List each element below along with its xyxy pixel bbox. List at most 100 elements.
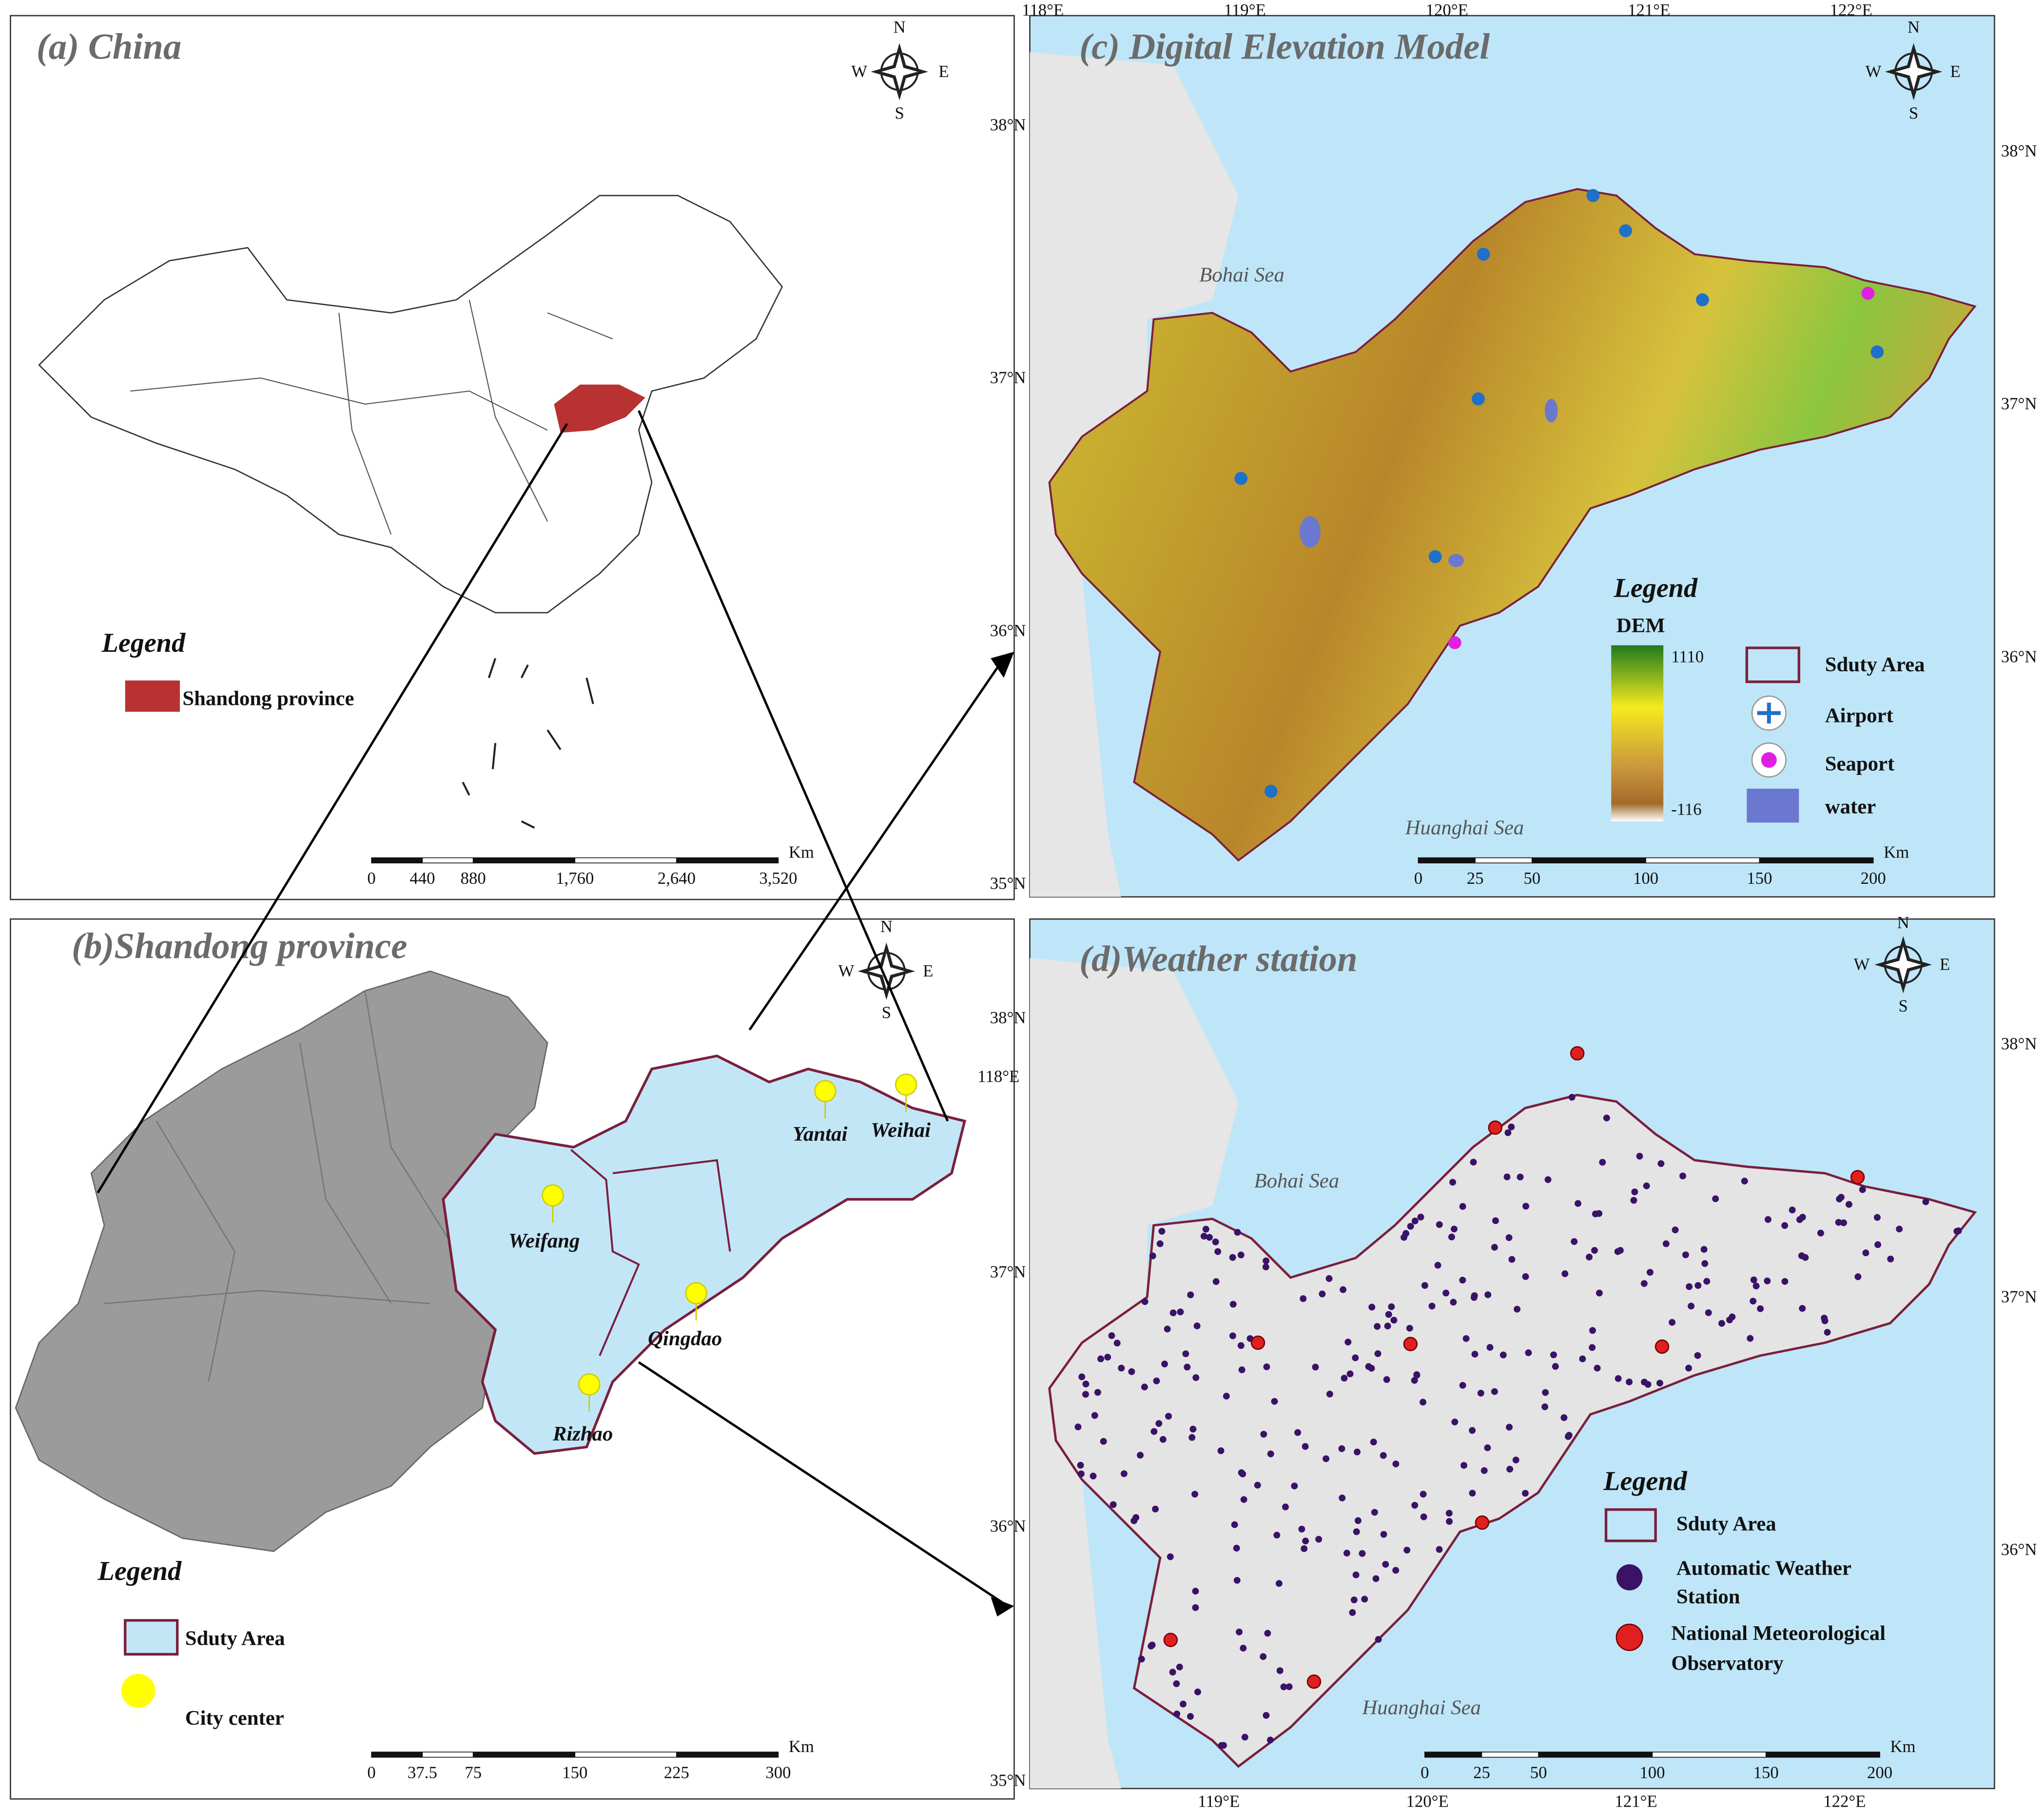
weather-station (1113, 1340, 1121, 1347)
weather-station (1835, 1219, 1842, 1226)
scale-segment (1531, 857, 1646, 864)
weather-station (1701, 1260, 1709, 1267)
lat-label: 35°N (990, 1771, 1026, 1790)
dem-colorbar (1611, 645, 1664, 821)
weather-station (1118, 1364, 1125, 1372)
lat-label: 37°N (990, 1263, 1026, 1282)
weather-station (1082, 1381, 1090, 1388)
lat-label: 36°N (2001, 1540, 2037, 1559)
scale-label: 0 (1414, 869, 1422, 888)
city-label: Yantai (793, 1123, 848, 1146)
compass-label: N (880, 917, 893, 936)
scale-label: 2,640 (658, 869, 696, 888)
weather-station (1194, 1688, 1201, 1695)
weather-station (1469, 1427, 1476, 1434)
weather-station (1223, 1393, 1230, 1400)
weather-station (1370, 1439, 1377, 1446)
weather-station (1231, 1521, 1238, 1528)
weather-station (1193, 1322, 1201, 1329)
panel-title: (d)Weather station (1079, 939, 1357, 979)
weather-station (1840, 1219, 1847, 1227)
weather-station (1506, 1465, 1514, 1473)
lat-label: 38°N (2001, 141, 2037, 160)
weather-station (1217, 1447, 1225, 1454)
weather-station (1541, 1403, 1549, 1410)
weather-station (1234, 1228, 1241, 1236)
weather-station (1579, 1355, 1586, 1363)
weather-station (1874, 1214, 1881, 1221)
weather-station (1407, 1223, 1414, 1230)
scale-segment (472, 1752, 576, 1758)
weather-station (1374, 1350, 1382, 1357)
weather-station (1450, 1299, 1457, 1306)
weather-station (1436, 1221, 1443, 1228)
weather-station (1298, 1525, 1305, 1533)
weather-station (1448, 1233, 1455, 1241)
weather-station (1522, 1490, 1529, 1497)
weather-station (1449, 1179, 1456, 1186)
scale-label: 300 (765, 1763, 791, 1782)
weather-station (1854, 1273, 1862, 1280)
weather-station (1550, 1351, 1557, 1359)
weather-station (1560, 1414, 1568, 1422)
weather-station (1462, 1335, 1470, 1342)
lat-label: 36°N (990, 621, 1026, 640)
weather-station (1522, 1203, 1529, 1210)
weather-station (1240, 1644, 1247, 1652)
weather-station (1390, 1317, 1398, 1324)
weather-station (1312, 1364, 1319, 1371)
weather-station (1325, 1275, 1333, 1282)
weather-station (1636, 1152, 1643, 1160)
weather-station (1420, 1491, 1427, 1498)
weather-station (1757, 1305, 1764, 1312)
weather-station (1206, 1234, 1213, 1241)
water-bodies (1300, 399, 1558, 567)
islands (462, 658, 594, 829)
legend-label: National Meteorological (1671, 1622, 1886, 1645)
weather-station (1656, 1380, 1663, 1387)
weather-station (1273, 1532, 1281, 1539)
weather-station (1254, 1481, 1261, 1489)
weather-station (1712, 1195, 1719, 1203)
weather-station (1640, 1280, 1648, 1287)
weather-station (1491, 1388, 1498, 1395)
weather-station (1233, 1577, 1241, 1584)
seaport-markers (1448, 287, 1875, 649)
weather-station (1271, 1398, 1278, 1405)
legend-marker (1757, 702, 1781, 724)
airport-markers (1234, 189, 1884, 798)
weather-station (1442, 1289, 1450, 1297)
lon-label: 119°E (1224, 0, 1266, 19)
weather-station (1229, 1254, 1236, 1261)
weather-station (1764, 1216, 1771, 1223)
weather-station (1138, 1656, 1145, 1663)
weather-station (1594, 1364, 1601, 1372)
weather-station (1662, 1240, 1670, 1247)
province-borders (130, 299, 613, 535)
scale-label: 440 (409, 869, 435, 888)
weather-station (1167, 1553, 1174, 1560)
scale-label: 880 (461, 869, 486, 888)
weather-station (1669, 1319, 1676, 1326)
weather-station (1480, 1467, 1488, 1474)
weather-station (1486, 1344, 1494, 1351)
weather-station (1302, 1538, 1309, 1545)
scale-segment (1652, 1752, 1767, 1758)
weather-station (1874, 1241, 1881, 1248)
legend-swatch (125, 680, 180, 712)
weather-station (1182, 1350, 1189, 1358)
scale-label: 200 (1867, 1763, 1892, 1782)
lat-label: 37°N (2001, 1287, 2037, 1306)
sea-label: Huanghai Sea (1362, 1696, 1481, 1719)
city-label: Weihai (871, 1119, 931, 1142)
weather-station (1153, 1377, 1160, 1384)
weather-station (1542, 1389, 1549, 1396)
scale-segment (574, 857, 677, 864)
weather-station (1263, 1257, 1270, 1265)
graticule-labels: 118°E 119°E 120°E 121°E 122°E 38°N 37°N 36°N 35°… (990, 0, 2037, 893)
weather-station (1238, 1366, 1246, 1373)
scale-segment (1538, 1752, 1653, 1758)
scale-segment (371, 1752, 423, 1758)
weather-station (1354, 1448, 1361, 1456)
